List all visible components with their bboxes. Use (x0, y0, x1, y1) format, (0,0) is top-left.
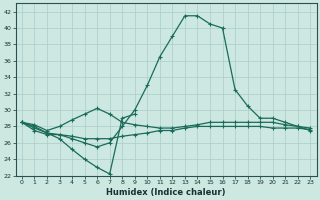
X-axis label: Humidex (Indice chaleur): Humidex (Indice chaleur) (106, 188, 226, 197)
